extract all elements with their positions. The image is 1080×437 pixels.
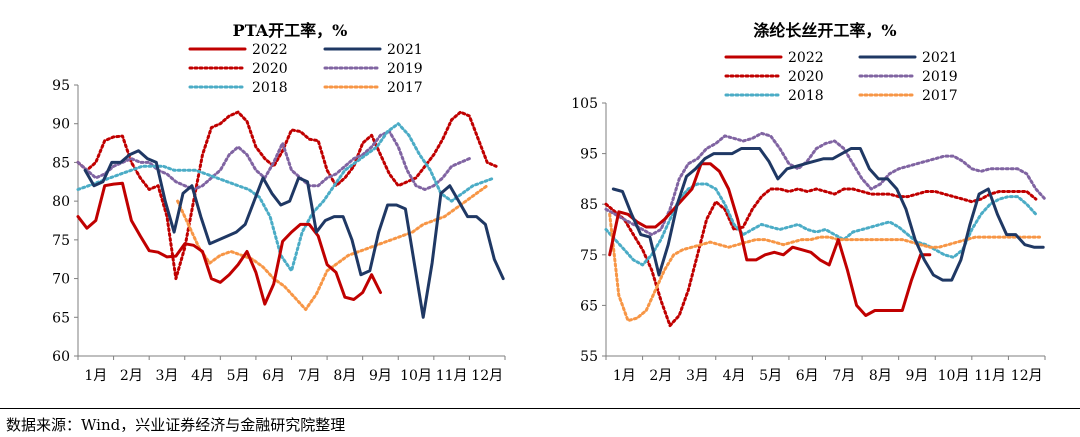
x-tick-label: 11月 bbox=[974, 368, 1006, 384]
legend-label-2018: 2018 bbox=[252, 80, 288, 96]
series-line-2017 bbox=[176, 184, 489, 311]
series-line-2020 bbox=[604, 187, 1038, 328]
x-tick-label: 3月 bbox=[155, 368, 178, 384]
x-tick-label: 4月 bbox=[723, 368, 746, 384]
legend-label-2017: 2017 bbox=[922, 88, 958, 104]
x-tick-label: 10月 bbox=[400, 368, 432, 384]
y-tick-label: 65 bbox=[52, 310, 70, 326]
legend-label-2021: 2021 bbox=[387, 42, 423, 58]
x-tick-label: 12月 bbox=[1011, 368, 1043, 384]
y-tick-label: 70 bbox=[52, 272, 70, 288]
x-tick-label: 7月 bbox=[832, 368, 855, 384]
y-tick-label: 85 bbox=[52, 155, 70, 171]
x-tick-label: 3月 bbox=[686, 368, 709, 384]
x-tick-label: 4月 bbox=[191, 368, 214, 384]
legend-label-2019: 2019 bbox=[387, 61, 423, 77]
y-tick-label: 60 bbox=[52, 349, 70, 365]
chart-title: 涤纶长丝开工率，% bbox=[753, 21, 896, 40]
legend-label-2018: 2018 bbox=[788, 88, 824, 104]
x-tick-label: 1月 bbox=[84, 368, 107, 384]
y-tick-label: 75 bbox=[52, 233, 70, 249]
footer-divider bbox=[0, 408, 1080, 409]
x-tick-label: 12月 bbox=[471, 368, 503, 384]
series-line-2021 bbox=[83, 149, 505, 319]
x-tick-label: 8月 bbox=[869, 368, 892, 384]
chart-title: PTA开工率，% bbox=[233, 21, 348, 40]
x-tick-label: 5月 bbox=[759, 368, 782, 384]
legend-label-2022: 2022 bbox=[252, 42, 288, 58]
x-tick-label: 2月 bbox=[120, 368, 143, 384]
x-tick-label: 9月 bbox=[369, 368, 392, 384]
y-tick-label: 85 bbox=[580, 197, 598, 213]
y-tick-label: 55 bbox=[580, 349, 598, 365]
series-line-2022 bbox=[76, 181, 382, 306]
legend-label-2020: 2020 bbox=[252, 61, 288, 77]
legend-label-2017: 2017 bbox=[387, 80, 423, 96]
series-line-2017 bbox=[608, 212, 1041, 323]
y-tick-label: 65 bbox=[580, 298, 598, 314]
x-tick-label: 6月 bbox=[796, 368, 819, 384]
y-tick-label: 95 bbox=[580, 147, 598, 163]
y-tick-label: 105 bbox=[571, 96, 598, 112]
series-line-2022 bbox=[608, 162, 932, 317]
x-tick-label: 10月 bbox=[938, 368, 970, 384]
x-tick-label: 5月 bbox=[227, 368, 250, 384]
series-line-2018 bbox=[76, 122, 496, 273]
legend-label-2019: 2019 bbox=[922, 69, 958, 85]
legend-label-2020: 2020 bbox=[788, 69, 824, 85]
legend-label-2022: 2022 bbox=[788, 50, 824, 66]
x-tick-label: 2月 bbox=[649, 368, 672, 384]
source-note: 数据来源：Wind，兴业证券经济与金融研究院整理 bbox=[6, 416, 346, 434]
series-line-2019 bbox=[76, 130, 471, 191]
y-tick-label: 75 bbox=[580, 248, 598, 264]
y-tick-label: 95 bbox=[52, 78, 70, 94]
x-tick-label: 9月 bbox=[905, 368, 928, 384]
series-line-2019 bbox=[604, 131, 1047, 237]
y-tick-label: 80 bbox=[52, 194, 70, 210]
x-tick-label: 11月 bbox=[436, 368, 468, 384]
x-tick-label: 7月 bbox=[298, 368, 321, 384]
x-tick-label: 1月 bbox=[613, 368, 636, 384]
x-tick-label: 6月 bbox=[262, 368, 285, 384]
series-line-2021 bbox=[611, 147, 1045, 282]
legend-label-2021: 2021 bbox=[922, 50, 958, 66]
y-tick-label: 90 bbox=[52, 117, 70, 133]
x-tick-label: 8月 bbox=[333, 368, 356, 384]
